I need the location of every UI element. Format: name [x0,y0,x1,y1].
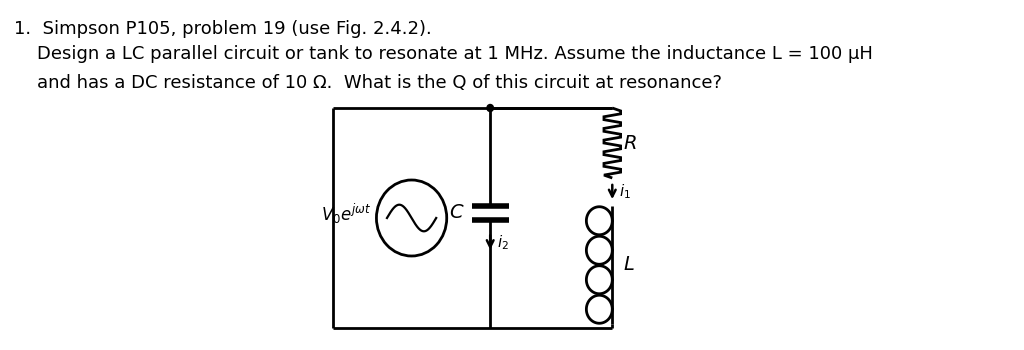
Text: C: C [449,203,463,223]
Text: $V_0 e^{j\omega t}$: $V_0 e^{j\omega t}$ [321,202,371,226]
Text: and has a DC resistance of 10 Ω.  What is the Q of this circuit at resonance?: and has a DC resistance of 10 Ω. What is… [14,74,722,92]
Text: L: L [624,256,634,274]
Text: 1.  Simpson P105, problem 19 (use Fig. 2.4.2).: 1. Simpson P105, problem 19 (use Fig. 2.… [14,20,432,38]
Text: $i_2$: $i_2$ [497,233,509,252]
Text: $i_1$: $i_1$ [618,183,631,201]
Circle shape [487,105,494,112]
Text: R: R [624,133,637,153]
Text: Design a LC parallel circuit or tank to resonate at 1 MHz. Assume the inductance: Design a LC parallel circuit or tank to … [14,45,872,63]
